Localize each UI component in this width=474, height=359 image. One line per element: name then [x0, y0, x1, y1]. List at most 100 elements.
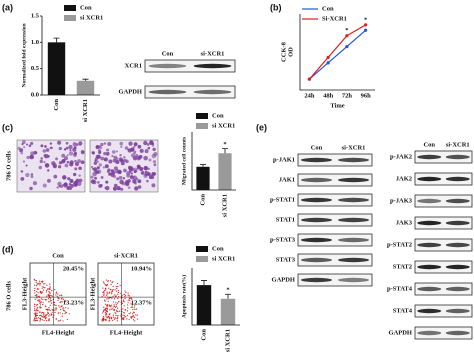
- cell: [130, 175, 133, 178]
- event: [51, 295, 53, 297]
- event: [55, 292, 57, 294]
- cell: [100, 156, 105, 161]
- event: [115, 286, 117, 288]
- point: [364, 28, 368, 32]
- event: [110, 317, 112, 319]
- event: [55, 305, 57, 307]
- point: [345, 44, 349, 49]
- axis: [191, 132, 236, 191]
- event: [49, 286, 51, 288]
- cell: [113, 183, 118, 188]
- cell: [122, 159, 125, 162]
- cell: [98, 151, 102, 155]
- cell: [148, 158, 152, 162]
- event: [37, 292, 39, 294]
- point: [326, 61, 330, 65]
- event: [37, 316, 39, 319]
- event: [42, 301, 44, 303]
- cell: [62, 158, 66, 163]
- cell: [94, 176, 98, 180]
- event: [61, 297, 63, 299]
- event: [128, 313, 130, 315]
- event: [119, 284, 121, 287]
- cell: [126, 173, 131, 178]
- row-label: p-STAT4: [387, 285, 413, 292]
- event: [59, 294, 61, 297]
- event: [57, 312, 60, 314]
- band: [337, 157, 370, 163]
- event: [37, 310, 39, 312]
- legend-swatch: [64, 5, 76, 11]
- cell: [143, 140, 148, 146]
- event: [61, 313, 64, 315]
- event: [33, 303, 36, 306]
- event: [115, 303, 117, 306]
- event: [127, 304, 129, 306]
- legend-label: Con: [212, 112, 224, 119]
- x-tick-label: Con: [53, 99, 60, 111]
- event: [43, 313, 45, 315]
- cell: [22, 160, 26, 163]
- cell: [99, 146, 103, 150]
- cell: [49, 146, 52, 149]
- cell: [45, 148, 50, 152]
- event: [133, 307, 135, 309]
- event: [130, 303, 132, 305]
- cell: [74, 167, 78, 171]
- cell: [104, 164, 109, 169]
- event: [130, 316, 132, 318]
- band: [193, 63, 232, 69]
- cell: [58, 160, 63, 165]
- cell: [96, 160, 99, 163]
- event: [112, 281, 114, 283]
- cell: [25, 172, 30, 178]
- cell: [103, 142, 107, 145]
- error-bar: [222, 148, 228, 154]
- event: [111, 282, 113, 284]
- event: [46, 295, 48, 297]
- cell: [42, 149, 47, 153]
- event: [117, 293, 119, 295]
- lane-label: si-XCR1: [201, 50, 225, 57]
- event: [36, 319, 38, 321]
- event: [49, 314, 51, 316]
- legend-label: Con: [322, 5, 334, 12]
- row-label: JAK2: [396, 175, 412, 182]
- cell: [25, 164, 28, 167]
- event: [135, 308, 138, 310]
- event: [40, 281, 43, 283]
- event: [132, 313, 134, 315]
- event: [34, 279, 36, 281]
- cell: [95, 145, 99, 149]
- event: [36, 293, 38, 296]
- cell: [153, 151, 158, 157]
- event: [104, 300, 106, 302]
- event: [36, 304, 38, 306]
- event: [111, 289, 113, 292]
- event: [59, 306, 61, 308]
- cell: [132, 156, 138, 161]
- cell: [76, 181, 82, 186]
- row-label: JAK3: [396, 219, 413, 226]
- event: [34, 313, 37, 315]
- bar: [220, 298, 236, 325]
- cell: [32, 181, 38, 186]
- event: [106, 304, 108, 307]
- event: [36, 290, 38, 293]
- event: [43, 286, 45, 289]
- event: [48, 290, 50, 293]
- cell: [68, 144, 73, 150]
- percent: 10.94%: [131, 265, 152, 272]
- cell: [97, 180, 100, 184]
- event: [105, 285, 108, 287]
- cell: [118, 175, 123, 180]
- cell: [20, 170, 24, 173]
- cell: [78, 166, 82, 171]
- y-axis-label: Migrated cell counts: [181, 137, 187, 185]
- event: [41, 291, 44, 293]
- event: [111, 297, 113, 299]
- cell: [40, 157, 43, 160]
- event: [62, 298, 64, 300]
- event: [44, 305, 46, 307]
- cell: [123, 168, 127, 173]
